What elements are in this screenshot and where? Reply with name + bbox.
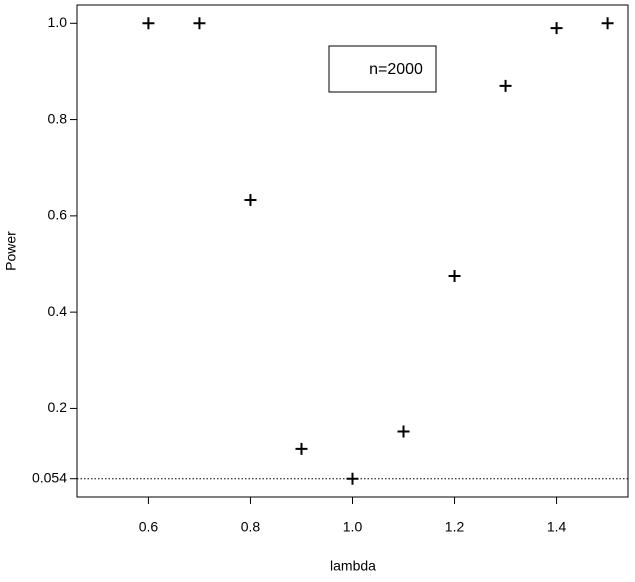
x-tick-label: 1.2 — [445, 519, 465, 535]
x-tick-label: 1.4 — [547, 519, 567, 535]
point — [193, 17, 206, 30]
point — [601, 17, 614, 30]
point — [397, 425, 410, 438]
x-tick-label: 0.6 — [139, 519, 159, 535]
y-tick-label: 0.6 — [48, 207, 68, 223]
legend-box — [328, 45, 437, 93]
y-tick-label: 0.8 — [48, 110, 68, 126]
y-tick-label: 0.2 — [48, 399, 68, 415]
legend-text: n=2000 — [369, 61, 423, 78]
y-tick-label: 0.054 — [32, 469, 67, 485]
point — [499, 79, 512, 92]
x-tick-label: 1.0 — [343, 519, 363, 535]
y-axis-title: Power — [3, 231, 19, 271]
point — [550, 22, 563, 35]
x-tick-label: 0.8 — [241, 519, 261, 535]
point — [346, 472, 359, 485]
point — [448, 270, 461, 283]
point — [295, 442, 308, 455]
x-axis-title: lambda — [330, 558, 376, 574]
point — [142, 17, 155, 30]
point — [244, 193, 257, 206]
y-tick-label: 1.0 — [48, 14, 68, 30]
y-tick-label: 0.4 — [48, 303, 68, 319]
